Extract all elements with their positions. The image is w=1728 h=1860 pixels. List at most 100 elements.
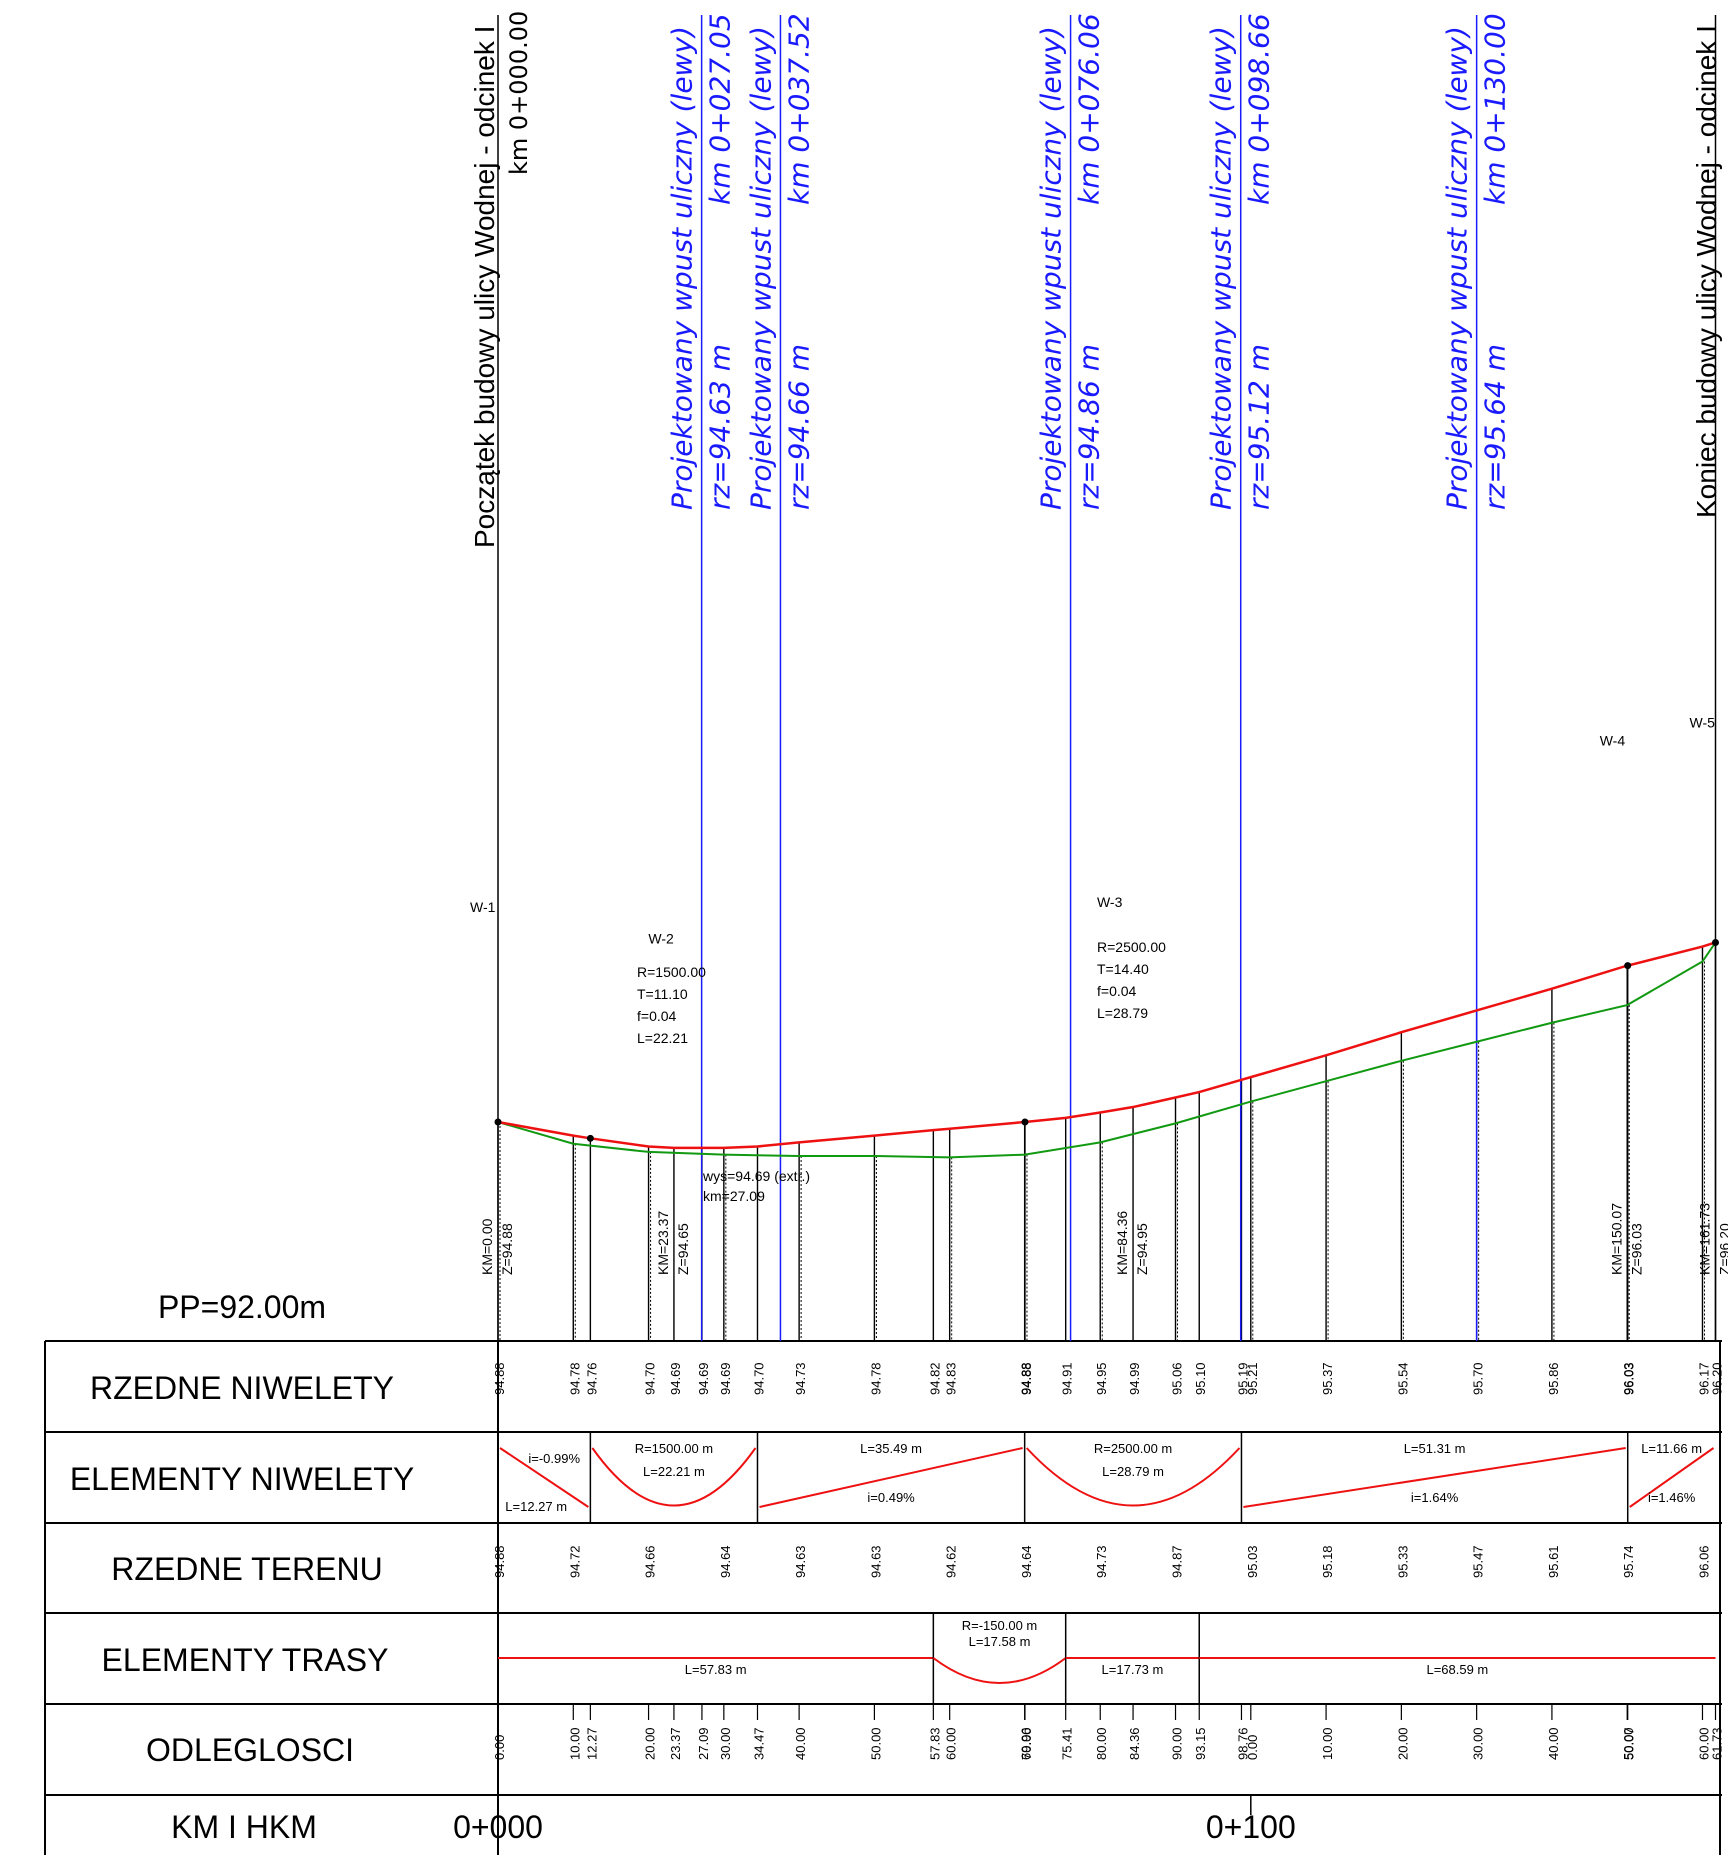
- niweleta-elevation-value: 94.76: [584, 1362, 599, 1395]
- niweleta-elevation-value: 95.10: [1193, 1362, 1208, 1395]
- niweleta-elevation-value-group: 96.03: [1621, 1362, 1636, 1395]
- niweleta-elevation-value: 95.86: [1546, 1362, 1561, 1395]
- point-km-label-group: KM=23.37: [655, 1211, 671, 1275]
- distance-value: 23.37: [668, 1727, 683, 1760]
- inlet-rz: rz=95.12 m: [1243, 344, 1276, 510]
- niweleta-elevation-value: 94.69: [718, 1362, 733, 1395]
- distance-value-group: 57.83: [927, 1727, 942, 1760]
- terrain-elevation-value: 94.63: [868, 1545, 883, 1578]
- distance-value: 20.00: [1395, 1727, 1410, 1760]
- distance-value-group: 80.00: [1094, 1727, 1109, 1760]
- inlet-name: Projektowany wpust uliczny (lewy): [744, 26, 777, 510]
- point-z-label-group: Z=94.95: [1134, 1223, 1150, 1275]
- niweleta-elevation-value: 94.95: [1094, 1362, 1109, 1395]
- distance-value: 69.96: [1019, 1727, 1034, 1760]
- trasa-arc: [932, 1657, 1067, 1684]
- distance-value-group: 27.09: [696, 1727, 711, 1760]
- niweleta-element-shape: [1629, 1447, 1715, 1508]
- niweleta-elevation-value-group: 94.88: [1019, 1362, 1034, 1395]
- distance-value-group: 60.00: [944, 1727, 959, 1760]
- distance-value-group: 0.00: [492, 1735, 507, 1760]
- niweleta-elevation-value: 96.03: [1622, 1362, 1637, 1395]
- curve-param: T=14.40: [1097, 961, 1149, 977]
- point-km-label-group: KM=0.00: [479, 1218, 495, 1275]
- start-km: km 0+000.00: [505, 11, 533, 175]
- distance-value: 93.15: [1193, 1727, 1208, 1760]
- terrain-elevation-value-group: 94.73: [1094, 1545, 1109, 1578]
- distance-value: 10.00: [567, 1727, 582, 1760]
- profile-dynamic: Projektowany wpust uliczny (lewy) rz=94.6…: [453, 13, 1728, 1845]
- niweleta-elevation-value: 94.78: [868, 1362, 883, 1395]
- band-labels: RZEDNE NIWELETY ELEMENTY NIWELETY RZEDNE…: [70, 1370, 414, 1845]
- terrain-elevation-value-group: 94.63: [868, 1545, 883, 1578]
- point-km-label: KM=23.37: [655, 1211, 671, 1275]
- terrain-elevation-value-group: 95.03: [1245, 1545, 1260, 1578]
- terrain-elevation-value: 95.74: [1621, 1545, 1636, 1578]
- terrain-elevation-value: 94.87: [1170, 1545, 1185, 1578]
- start-label-title: Początek budowy ulicy Wodnej - odcinek I: [469, 26, 500, 548]
- vertex-point: [586, 1134, 594, 1142]
- niweleta-element-shape: [591, 1447, 757, 1507]
- niweleta-elevation-value-group: 95.37: [1320, 1362, 1335, 1395]
- reference-level-label: PP=92.00m: [158, 1289, 326, 1325]
- terrain-elevation-value: 94.88: [492, 1545, 507, 1578]
- distance-value-group: 10.00: [1320, 1727, 1335, 1760]
- terrain-elevation-value-group: 95.18: [1320, 1545, 1335, 1578]
- terrain-elevation-value-group: 94.64: [1019, 1545, 1034, 1578]
- distance-value: 10.00: [1320, 1727, 1335, 1760]
- trasa-length: L=68.59 m: [1426, 1662, 1488, 1677]
- niweleta-elevation-value: 96.17: [1696, 1362, 1711, 1395]
- hkm-label: 0+100: [1206, 1809, 1296, 1845]
- niweleta-elevation-value: 94.70: [643, 1362, 658, 1395]
- point-z-label-group: Z=96.20: [1717, 1223, 1728, 1275]
- niweleta-elevation-value: 94.70: [751, 1362, 766, 1395]
- terrain-elevation-value-group: 94.66: [643, 1545, 658, 1578]
- distance-value-group: 30.00: [718, 1727, 733, 1760]
- start-label: Początek budowy ulicy Wodnej - odcinek I: [469, 26, 500, 548]
- inlet-rz-group: rz=95.64 m: [1479, 344, 1512, 510]
- curve-param: R=1500.00: [637, 964, 706, 980]
- inlet-km: km 0+037.52: [782, 13, 815, 205]
- niweleta-element-bottom: i=1.64%: [1411, 1490, 1459, 1505]
- inlet-km: km 0+076.06: [1073, 13, 1106, 205]
- niweleta-elevation-value-group: 94.82: [927, 1362, 942, 1395]
- niweleta-elevation-value-group: 94.70: [643, 1362, 658, 1395]
- niweleta-elevation-value-group: 94.70: [751, 1362, 766, 1395]
- end-label-title: Koniec budowy ulicy Wodnej - odcinek I: [1691, 25, 1722, 518]
- terrain-elevation-value-group: 95.74: [1621, 1545, 1636, 1578]
- niweleta-element-shape: [759, 1447, 1023, 1508]
- trasa-radius: R=-150.00 m: [962, 1618, 1038, 1633]
- distance-value: 12.27: [584, 1727, 599, 1760]
- inlet-rz: rz=95.64 m: [1479, 344, 1512, 510]
- niweleta-elevation-value: 95.37: [1320, 1362, 1335, 1395]
- distance-value: 40.00: [793, 1727, 808, 1760]
- vertex-label: W-4: [1600, 733, 1626, 749]
- point-z-label-group: Z=96.03: [1629, 1223, 1645, 1275]
- inlet-rz: rz=94.66 m: [782, 344, 815, 510]
- niweleta-element-top: R=2500.00 m: [1094, 1441, 1172, 1456]
- niweleta-elevation-value: 95.54: [1395, 1362, 1410, 1395]
- niweleta-elevation-value-group: 94.88: [492, 1362, 507, 1395]
- terrain-elevation-value-group: 94.64: [718, 1545, 733, 1578]
- niweleta-elevation-value: 94.69: [668, 1362, 683, 1395]
- niweleta-element-shape: [499, 1447, 589, 1508]
- distance-value: 30.00: [1471, 1727, 1486, 1760]
- niweleta-element-top: L=51.31 m: [1404, 1441, 1466, 1456]
- distance-value: 50.00: [868, 1727, 883, 1760]
- niweleta-elevation-value-group: 94.69: [718, 1362, 733, 1395]
- distance-value: 80.00: [1094, 1727, 1109, 1760]
- niweleta-elevation-value: 94.99: [1127, 1362, 1142, 1395]
- distance-value: 70.00: [1019, 1727, 1034, 1760]
- distance-value: 57.83: [927, 1727, 942, 1760]
- distance-value: 30.00: [718, 1727, 733, 1760]
- inlet-name-group: Projektowany wpust uliczny (lewy): [744, 26, 777, 510]
- curve-param: f=0.04: [1097, 983, 1137, 999]
- point-z-label: Z=94.95: [1134, 1223, 1150, 1275]
- niweleta-element-shape: [1243, 1447, 1626, 1508]
- niweleta-elevation-value-group: 94.99: [1127, 1362, 1142, 1395]
- niweleta-element-bottom: L=28.79 m: [1102, 1464, 1164, 1479]
- terrain-elevation-value: 94.73: [1094, 1545, 1109, 1578]
- niweleta-elevation-value: 94.88: [1019, 1362, 1034, 1395]
- niweleta-elevation-value: 94.88: [1019, 1362, 1034, 1395]
- distance-value: 0.00: [492, 1735, 507, 1760]
